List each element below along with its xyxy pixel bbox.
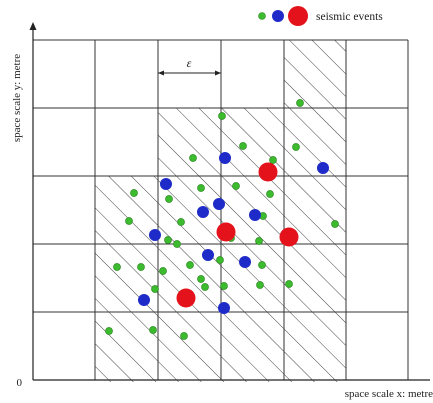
legend-large-event-marker	[288, 6, 308, 26]
legend-label: seismic events	[316, 11, 383, 23]
small-event-point	[216, 256, 224, 264]
legend-small-event-marker	[258, 12, 266, 20]
small-event-point	[137, 263, 145, 271]
small-event-point	[197, 184, 205, 192]
event-points	[105, 99, 339, 340]
small-event-point	[197, 275, 205, 283]
small-event-point	[232, 182, 240, 190]
small-event-point	[164, 236, 172, 244]
axes	[29, 22, 430, 381]
medium-event-point	[239, 256, 251, 268]
small-event-point	[186, 261, 194, 269]
large-event-point	[176, 288, 196, 308]
large-event-point	[258, 162, 278, 182]
large-event-point	[216, 222, 236, 242]
small-event-point	[125, 217, 133, 225]
medium-event-point	[249, 209, 261, 221]
y-axis-label: space scale y: metre	[11, 54, 23, 142]
medium-event-point	[218, 302, 230, 314]
small-event-point	[173, 240, 181, 248]
small-event-point	[258, 261, 266, 269]
medium-event-point	[138, 294, 150, 306]
small-event-point	[239, 142, 247, 150]
small-event-point	[292, 143, 300, 151]
medium-event-point	[213, 198, 225, 210]
origin-label: 0	[17, 377, 23, 389]
small-event-point	[331, 220, 339, 228]
medium-event-point	[160, 178, 172, 190]
small-event-point	[177, 218, 185, 226]
medium-event-point	[317, 162, 329, 174]
small-event-point	[285, 280, 293, 288]
medium-event-point	[202, 249, 214, 261]
small-event-point	[149, 326, 157, 334]
medium-event-point	[197, 206, 209, 218]
small-event-point	[180, 332, 188, 340]
large-event-point	[279, 227, 299, 247]
small-event-point	[296, 99, 304, 107]
small-event-point	[165, 195, 173, 203]
small-event-point	[220, 282, 228, 290]
medium-event-point	[219, 152, 231, 164]
small-event-point	[159, 267, 167, 275]
small-event-point	[201, 283, 209, 291]
legend: seismic events	[258, 6, 383, 26]
small-event-point	[269, 156, 277, 164]
small-event-point	[256, 281, 264, 289]
small-event-point	[255, 237, 263, 245]
epsilon-label: ε	[187, 56, 192, 70]
x-axis-label: space scale x: metre	[345, 388, 433, 400]
small-event-point	[218, 112, 226, 120]
grid	[33, 39, 409, 381]
small-event-point	[105, 327, 113, 335]
small-event-point	[189, 154, 197, 162]
small-event-point	[266, 190, 274, 198]
legend-medium-event-marker	[272, 10, 284, 22]
small-event-point	[130, 189, 138, 197]
medium-event-point	[149, 229, 161, 241]
small-event-point	[113, 263, 121, 271]
epsilon-marker	[158, 70, 221, 76]
small-event-point	[151, 285, 159, 293]
